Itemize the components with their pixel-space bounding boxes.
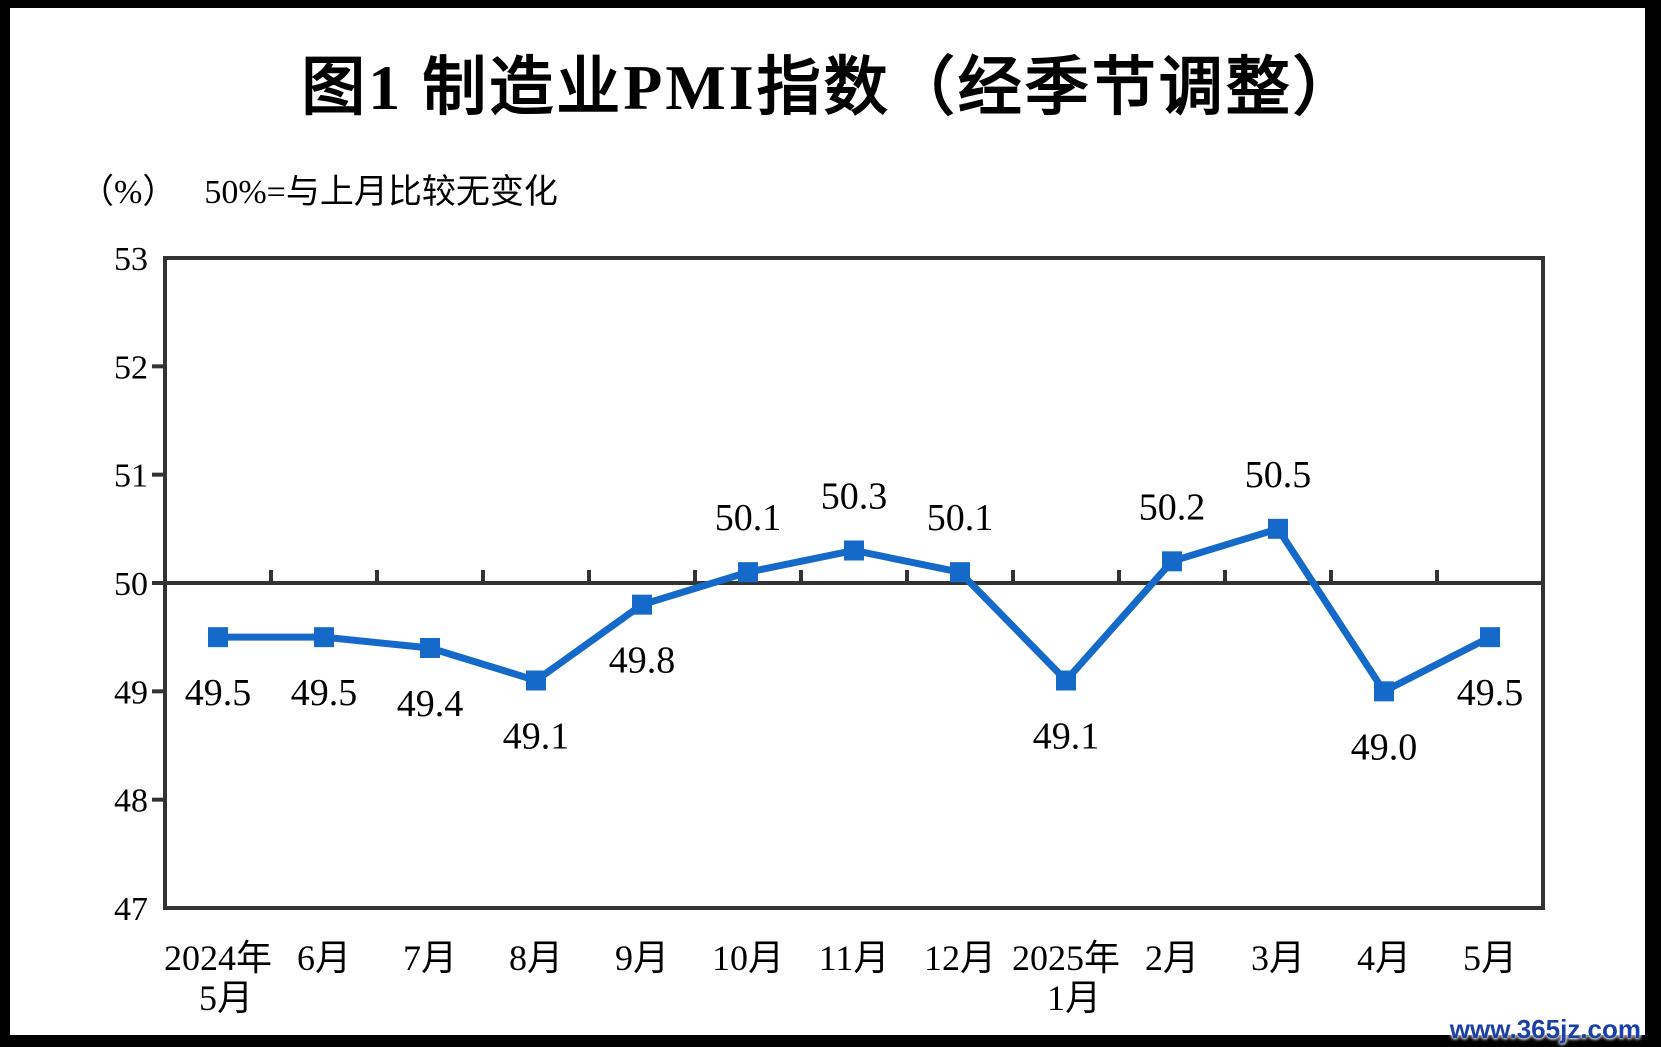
reference-note: 50%=与上月比较无变化 [204,174,558,211]
chart-subtitle: （%） 50%=与上月比较无变化 [80,164,558,213]
data-label: 50.1 [715,497,782,539]
y-axis-label: 52 [114,349,148,386]
x-axis-label: 4月 [1357,938,1411,978]
data-label: 50.1 [927,497,994,539]
chart-title: 图1 制造业PMI指数（经季节调整） [301,52,1360,123]
x-axis-label: 8月 [509,938,563,978]
data-point-marker [632,594,652,615]
data-label: 49.5 [291,672,358,714]
y-axis-label: 50 [114,566,148,603]
data-label: 50.3 [821,476,888,518]
x-axis-label: 7月 [403,938,457,978]
data-point-marker [526,670,546,691]
chart-page-background [10,8,1645,1035]
data-label: 50.2 [1139,486,1206,528]
data-label: 49.1 [503,716,570,758]
data-point-marker [1480,627,1500,648]
y-axis-label: 51 [114,458,148,495]
data-point-marker [314,627,334,648]
data-point-marker [208,627,228,648]
y-axis-label: 48 [114,783,148,820]
watermark: www.365jz.com [1449,1014,1641,1044]
unit-label: （%） [80,174,177,211]
y-axis-label: 47 [114,891,148,928]
x-axis-label: 11月 [819,938,890,978]
x-axis-label-line2: 5月 [199,978,253,1018]
x-axis-label: 9月 [615,938,669,978]
data-label: 49.5 [1457,672,1524,714]
x-axis-label: 3月 [1251,938,1305,978]
data-label: 49.1 [1033,716,1100,758]
data-point-marker [1374,681,1394,702]
data-label: 50.5 [1245,454,1312,496]
data-point-marker [1268,518,1288,539]
y-axis-label: 49 [114,674,148,711]
x-axis-label: 2024年 [164,938,272,978]
data-point-marker [844,540,864,561]
x-axis-label: 12月 [924,938,996,978]
data-label: 49.4 [397,683,464,725]
x-axis-label: 5月 [1463,938,1517,978]
data-point-marker [420,638,440,658]
x-axis-label: 2月 [1145,938,1199,978]
y-axis-label: 53 [114,241,148,278]
data-label: 49.5 [185,672,252,714]
x-axis-label: 6月 [297,938,351,978]
data-point-marker [1056,670,1076,691]
x-axis-label-line2: 1月 [1047,978,1101,1018]
data-point-marker [738,562,758,583]
data-label: 49.0 [1351,726,1418,768]
data-point-marker [950,562,970,583]
x-axis-label: 10月 [712,938,784,978]
data-point-marker [1162,551,1182,572]
x-axis-label: 2025年 [1012,938,1120,978]
data-label: 49.8 [609,640,676,682]
